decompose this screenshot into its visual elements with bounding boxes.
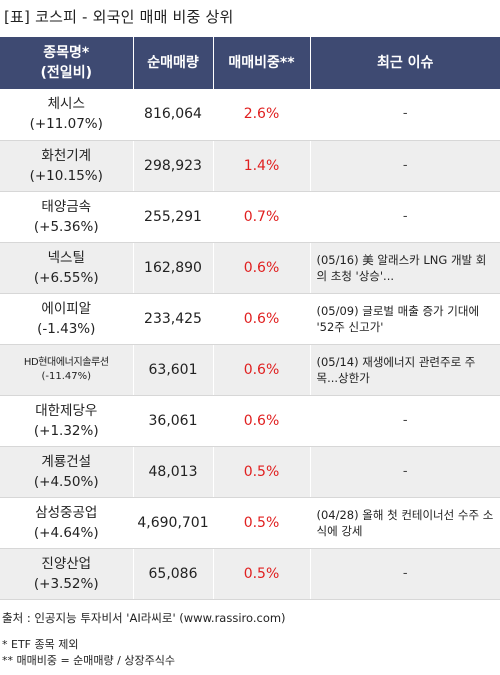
foreign-trading-table: 종목명* (전일비) 순매매량 매매비중** 최근 이슈 체시스 (+11.07%…: [0, 37, 500, 600]
stock-name: 에이피알: [41, 300, 92, 317]
table-row: 화천기계 (+10.15%) 298,923 1.4% -: [0, 140, 500, 192]
header-name: 종목명* (전일비): [0, 37, 134, 89]
stock-name: 태양금속: [41, 198, 92, 215]
stock-change: (+10.15%): [29, 167, 103, 184]
stock-name: HD현대에너지솔루션: [23, 356, 109, 368]
footnote-etf: * ETF 종목 제외: [2, 638, 79, 651]
page-title: [표] 코스피 - 외국인 매매 비중 상위: [4, 8, 234, 26]
recent-issue: -: [310, 446, 500, 498]
stock-change: (+4.64%): [33, 524, 99, 541]
table-row: 대한제당우 (+1.32%) 36,061 0.6% -: [0, 395, 500, 447]
net-volume: 48,013: [133, 446, 214, 498]
net-volume: 233,425: [133, 293, 214, 345]
header-volume: 순매매량: [133, 37, 214, 89]
net-volume: 36,061: [133, 395, 214, 447]
net-volume: 816,064: [133, 89, 214, 141]
stock-change: (-1.43%): [37, 320, 96, 337]
stock-name: 진양산업: [41, 555, 92, 572]
trade-ratio: 0.6%: [213, 344, 311, 396]
trade-ratio: 0.5%: [213, 548, 311, 600]
footnote-ratio: ** 매매비중 = 순매매량 / 상장주식수: [2, 654, 175, 667]
recent-issue: -: [310, 548, 500, 600]
stock-change: (+5.36%): [33, 218, 99, 235]
net-volume: 298,923: [133, 140, 214, 192]
recent-issue: -: [310, 395, 500, 447]
stock-cell: 체시스 (+11.07%): [0, 89, 134, 141]
header-name-label: 종목명*: [43, 45, 90, 61]
net-volume: 63,601: [133, 344, 214, 396]
table-row: HD현대에너지솔루션 (-11.47%) 63,601 0.6% (05/14) 재생에…: [0, 344, 500, 396]
trade-ratio: 0.6%: [213, 395, 311, 447]
recent-issue: (05/14) 재생에너지 관련주로 주목...상한가: [310, 344, 500, 396]
stock-change: (+6.55%): [33, 269, 99, 286]
trade-ratio: 0.6%: [213, 293, 311, 345]
net-volume: 162,890: [133, 242, 214, 294]
trade-ratio: 1.4%: [213, 140, 311, 192]
net-volume: 65,086: [133, 548, 214, 600]
trade-ratio: 0.5%: [213, 497, 311, 549]
recent-issue: -: [310, 191, 500, 243]
source-note: 출처 : 인공지능 투자비서 'AI라씨로' (www.rassiro.com): [2, 611, 286, 625]
table-row: 태양금속 (+5.36%) 255,291 0.7% -: [0, 191, 500, 243]
stock-cell: 삼성중공업 (+4.64%): [0, 497, 134, 549]
trade-ratio: 0.5%: [213, 446, 311, 498]
stock-name: 삼성중공업: [35, 504, 98, 521]
stock-cell: 태양금속 (+5.36%): [0, 191, 134, 243]
recent-issue: -: [310, 89, 500, 141]
stock-cell: HD현대에너지솔루션 (-11.47%): [0, 344, 134, 396]
net-volume: 4,690,701: [133, 497, 214, 549]
table-header-row: 종목명* (전일비) 순매매량 매매비중** 최근 이슈: [0, 37, 500, 89]
stock-cell: 계룡건설 (+4.50%): [0, 446, 134, 498]
table-row: 진양산업 (+3.52%) 65,086 0.5% -: [0, 548, 500, 600]
stock-cell: 대한제당우 (+1.32%): [0, 395, 134, 447]
recent-issue: (05/09) 글로벌 매출 증가 기대에 '52주 신고가': [310, 293, 500, 345]
stock-change: (+4.50%): [33, 473, 99, 490]
stock-change: (+3.52%): [33, 575, 99, 592]
stock-change: (+11.07%): [29, 116, 103, 133]
trade-ratio: 0.6%: [213, 242, 311, 294]
stock-name: 체시스: [47, 96, 85, 113]
table-row: 넥스틸 (+6.55%) 162,890 0.6% (05/16) 美 알래스카 LNG…: [0, 242, 500, 294]
table-row: 에이피알 (-1.43%) 233,425 0.6% (05/09) 글로벌 매출 증가…: [0, 293, 500, 345]
table-row: 삼성중공업 (+4.64%) 4,690,701 0.5% (04/28) 올해 첫 컨…: [0, 497, 500, 549]
trade-ratio: 2.6%: [213, 89, 311, 141]
stock-cell: 화천기계 (+10.15%): [0, 140, 134, 192]
stock-cell: 넥스틸 (+6.55%): [0, 242, 134, 294]
stock-change: (-11.47%): [41, 370, 92, 382]
table-row: 체시스 (+11.07%) 816,064 2.6% -: [0, 89, 500, 141]
header-issue: 최근 이슈: [310, 37, 500, 89]
table-row: 계룡건설 (+4.50%) 48,013 0.5% -: [0, 446, 500, 498]
stock-change: (+1.32%): [33, 422, 99, 439]
net-volume: 255,291: [133, 191, 214, 243]
stock-name: 화천기계: [41, 147, 92, 164]
stock-cell: 진양산업 (+3.52%): [0, 548, 134, 600]
header-ratio: 매매비중**: [213, 37, 311, 89]
stock-name: 계룡건설: [41, 453, 92, 470]
recent-issue: (04/28) 올해 첫 컨테이너선 수주 소식에 강세: [310, 497, 500, 549]
stock-name: 대한제당우: [35, 402, 98, 419]
stock-cell: 에이피알 (-1.43%): [0, 293, 134, 345]
recent-issue: (05/16) 美 알래스카 LNG 개발 회의 초청 '상승'...: [310, 242, 500, 294]
recent-issue: -: [310, 140, 500, 192]
trade-ratio: 0.7%: [213, 191, 311, 243]
stock-name: 넥스틸: [47, 249, 85, 266]
header-name-sub: (전일비): [40, 65, 92, 81]
